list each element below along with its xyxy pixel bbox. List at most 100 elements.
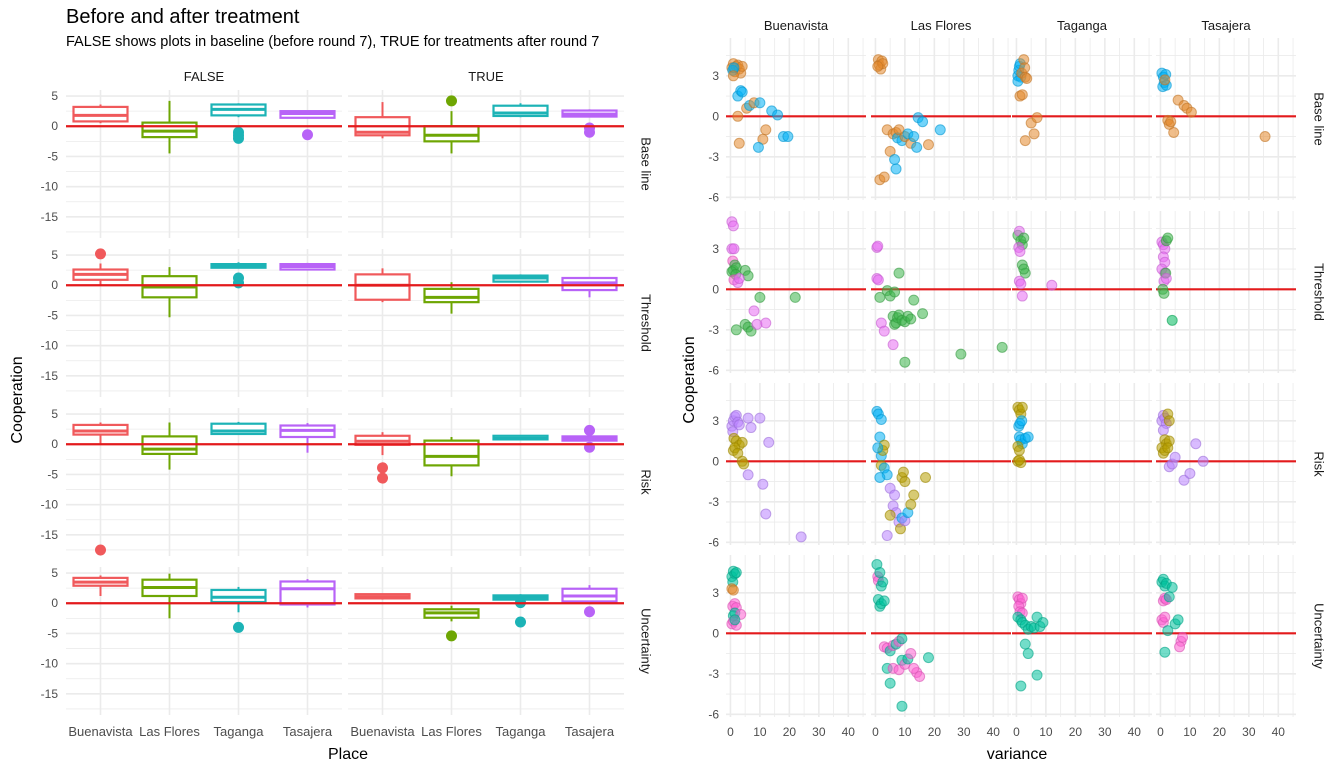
- scatter-point: [914, 671, 926, 682]
- scatter-point: [899, 356, 911, 368]
- x-tick-label: 30: [1242, 725, 1256, 739]
- x-tick-label: 10: [898, 725, 912, 739]
- scatter-panel-uncertainty-tasajera: [1156, 573, 1189, 658]
- scatter-point: [922, 139, 934, 151]
- facet-col-label-false: FALSE: [184, 69, 225, 84]
- facet-row-label-risk: Risk: [1312, 451, 1327, 477]
- scatter-point: [782, 131, 794, 143]
- scatter-point: [905, 313, 917, 325]
- scatter-point: [733, 419, 745, 431]
- scatter-point: [1028, 128, 1040, 140]
- y-tick-label: -5: [47, 467, 58, 481]
- scatter-point: [875, 413, 887, 425]
- x-tick-label: 30: [812, 725, 826, 739]
- scatter-point: [996, 341, 1008, 353]
- x-tick-label-buenavista: Buenavista: [350, 724, 415, 739]
- box-outlier: [233, 132, 244, 144]
- scatter-point: [1174, 641, 1186, 653]
- scatter-point: [872, 274, 884, 286]
- scatter-point: [889, 489, 901, 501]
- scatter-point: [789, 291, 801, 303]
- scatter-point: [730, 567, 742, 579]
- x-tick-label-taganga: Taganga: [214, 724, 265, 739]
- x-tick-label: 10: [1183, 725, 1197, 739]
- scatter-point: [748, 305, 760, 317]
- x-tick-label-buenavista: Buenavista: [68, 724, 133, 739]
- scatter-point: [893, 267, 905, 279]
- box-threshold-false-buenavista: [72, 248, 129, 285]
- scatter-point: [1160, 273, 1172, 284]
- scatter-point: [760, 317, 772, 329]
- x-tick-label: 20: [928, 725, 942, 739]
- scatter-point: [1022, 648, 1034, 660]
- x-tick-label: 40: [842, 725, 856, 739]
- scatter-point: [1169, 451, 1181, 463]
- y-tick-label: -15: [41, 687, 59, 701]
- box-risk-true-las-flores: [423, 436, 480, 477]
- scatter-point: [738, 458, 750, 470]
- box-base-line-true-las-flores: [423, 95, 480, 154]
- y-tick-label: -3: [708, 323, 719, 337]
- scatter-panel-base-line-tasajera: [1156, 67, 1271, 143]
- box-base-line-false-tasajera: [279, 110, 336, 141]
- y-tick-label: -6: [708, 707, 719, 721]
- scatter-panel-base-line-las-flores: [872, 54, 946, 186]
- box-outlier: [377, 462, 388, 474]
- scatter-point: [736, 86, 748, 98]
- facet-row-label-uncertainty: Uncertainty: [639, 608, 654, 674]
- y-tick-label: -3: [708, 150, 719, 164]
- chart-subtitle: FALSE shows plots in baseline (before ro…: [66, 34, 600, 50]
- scatter-point: [1159, 646, 1171, 658]
- scatter-point: [955, 348, 967, 360]
- y-tick-label: 0: [51, 437, 58, 451]
- scatter-point: [872, 60, 884, 72]
- y-axis-title: Cooperation: [9, 356, 26, 443]
- y-tick-label: -15: [41, 369, 59, 383]
- box-threshold-true-taganga: [492, 274, 549, 283]
- scatter-point: [899, 476, 911, 488]
- scatter-point: [1184, 467, 1196, 479]
- scatter-panel-base-line-taganga: [1012, 54, 1043, 147]
- scatter-point: [1016, 415, 1028, 427]
- x-tick-label: 20: [1213, 725, 1227, 739]
- box-threshold-false-las-flores: [141, 267, 198, 318]
- box-uncertainty-false-las-flores: [141, 573, 198, 619]
- scatter-point: [1158, 287, 1170, 299]
- scatter-point: [727, 220, 739, 232]
- box-body: [210, 422, 267, 436]
- scatter-panel-threshold-tasajera: [1156, 232, 1178, 326]
- x-tick-label: 20: [783, 725, 797, 739]
- scatter-point: [878, 325, 890, 337]
- scatter-point: [751, 318, 763, 330]
- facet-row-label-base-line: Base line: [639, 137, 654, 190]
- y-axis-title: Cooperation: [681, 336, 698, 423]
- scatter-point: [908, 294, 920, 306]
- facet-row-label-threshold: Threshold: [639, 294, 654, 352]
- box-risk-false-buenavista: [72, 422, 129, 556]
- scatter-point: [1157, 424, 1169, 436]
- box-uncertainty-true-buenavista: [354, 593, 411, 600]
- y-tick-label: 5: [51, 566, 58, 580]
- y-tick-label: -6: [708, 363, 719, 377]
- scatter-panel-threshold-buenavista: [726, 216, 801, 337]
- scatter-point: [727, 584, 739, 596]
- box-body: [492, 104, 549, 118]
- box-uncertainty-true-tasajera: [561, 585, 618, 618]
- box-outlier: [446, 95, 457, 107]
- scatter-point: [1016, 89, 1028, 101]
- scatter-point: [742, 469, 754, 481]
- scatter-point: [1031, 112, 1043, 124]
- scatter-point: [1015, 278, 1027, 290]
- box-risk-false-las-flores: [141, 422, 198, 470]
- scatter-point: [887, 339, 899, 351]
- scatter-point: [760, 124, 772, 136]
- scatter-point: [872, 240, 884, 252]
- scatter-point: [760, 508, 772, 520]
- box-risk-true-tasajera: [561, 424, 618, 453]
- box-uncertainty-true-las-flores: [423, 605, 480, 642]
- scatter-point: [754, 291, 766, 303]
- y-tick-label: -5: [47, 626, 58, 640]
- facet-row-label-threshold: Threshold: [1312, 263, 1327, 321]
- facet-col-label-true: TRUE: [468, 69, 504, 84]
- box-outlier: [233, 277, 244, 289]
